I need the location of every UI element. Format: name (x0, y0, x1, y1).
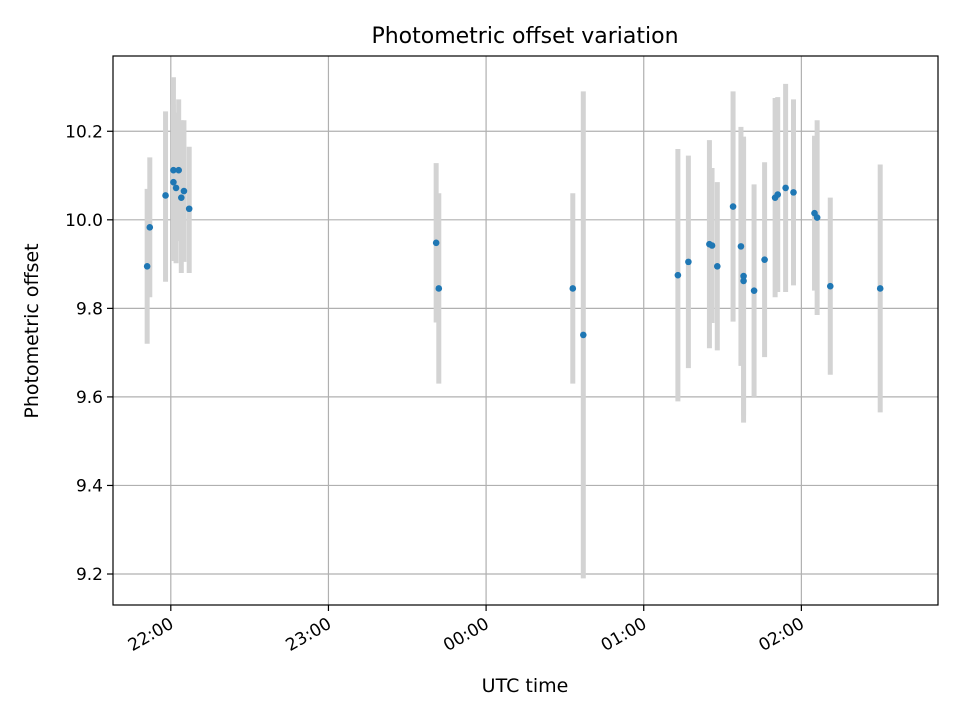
plot-frame (112, 55, 939, 606)
data-point (146, 224, 154, 231)
data-point (178, 194, 185, 201)
data-point (729, 203, 737, 210)
y-tick-label: 10.2 (65, 122, 103, 142)
data-point (170, 178, 177, 186)
data-point (685, 258, 692, 266)
data-point (740, 277, 747, 285)
y-tick-label: 9.8 (76, 299, 103, 319)
data-point (180, 187, 188, 195)
data-point (708, 242, 716, 249)
data-point (143, 263, 151, 270)
data-point (876, 285, 884, 292)
data-point (175, 166, 182, 174)
x-axis-label: UTC time (482, 675, 569, 697)
y-tick-label: 9.6 (76, 388, 103, 408)
data-point (750, 287, 758, 294)
y-axis-label: Photometric offset (21, 243, 43, 418)
data-point (740, 272, 747, 280)
data-point (432, 239, 440, 247)
data-points (143, 166, 884, 339)
data-point (674, 271, 682, 279)
data-point (170, 166, 177, 174)
data-point (761, 256, 768, 263)
data-point (826, 282, 834, 290)
data-point (185, 205, 193, 213)
data-point (782, 184, 789, 192)
data-point (435, 285, 443, 292)
y-axis-ticks: 9.2 9.4 9.6 9.8 10.0 10.2 (65, 122, 113, 585)
y-tick-label: 9.4 (76, 476, 103, 496)
chart-title: Photometric offset variation (371, 24, 678, 49)
data-point (172, 184, 180, 192)
data-point (569, 285, 577, 292)
grid-lines (113, 56, 938, 605)
data-point (790, 189, 797, 196)
data-point (713, 263, 721, 270)
data-point (580, 331, 587, 339)
data-point (813, 214, 821, 221)
data-point (737, 243, 745, 250)
data-point (162, 192, 169, 199)
y-tick-label: 9.2 (76, 565, 103, 585)
y-tick-label: 10.0 (65, 211, 103, 231)
data-point (774, 191, 782, 198)
